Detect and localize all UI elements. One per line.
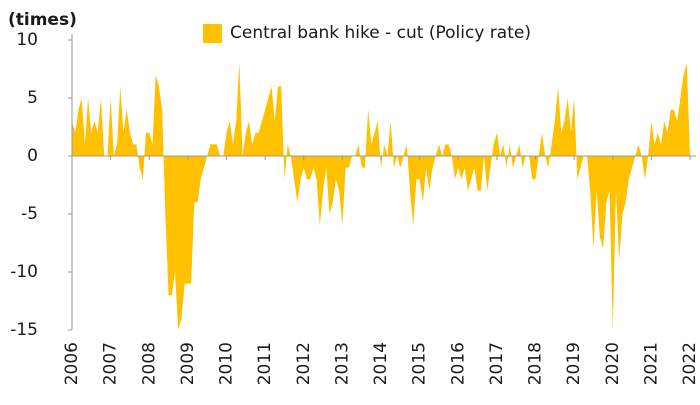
x-tick-label: 2022 <box>680 342 700 385</box>
x-tick-label: 2018 <box>526 342 546 385</box>
y-tick-label: -15 <box>10 320 38 340</box>
x-tick-label: 2021 <box>641 342 661 385</box>
y-tick-label: 10 <box>16 30 38 50</box>
area <box>72 63 690 330</box>
x-tick-label: 2009 <box>178 342 198 385</box>
x-tick-label: 2006 <box>62 342 82 385</box>
x-tick-label: 2013 <box>332 342 352 385</box>
x-tick-label: 2019 <box>564 342 584 385</box>
x-tick-label: 2017 <box>487 342 507 385</box>
x-tick-label: 2016 <box>448 342 468 385</box>
x-tick-label: 2015 <box>410 342 430 385</box>
legend-label: Central bank hike - cut (Policy rate) <box>230 23 531 43</box>
y-tick-label: 0 <box>27 146 38 166</box>
x-tick-label: 2007 <box>101 342 121 385</box>
legend-swatch <box>203 24 222 43</box>
x-tick-label: 2011 <box>255 342 275 385</box>
unit-label: (times) <box>8 10 77 30</box>
x-tick-label: 2020 <box>603 342 623 385</box>
x-tick-label: 2012 <box>294 342 314 385</box>
y-tick-label: -10 <box>10 262 38 282</box>
x-tick-label: 2008 <box>139 342 159 385</box>
x-tick-label: 2014 <box>371 342 391 385</box>
y-tick-label: 5 <box>27 88 38 108</box>
x-tick-label: 2010 <box>217 342 237 385</box>
y-tick-label: -5 <box>21 204 38 224</box>
